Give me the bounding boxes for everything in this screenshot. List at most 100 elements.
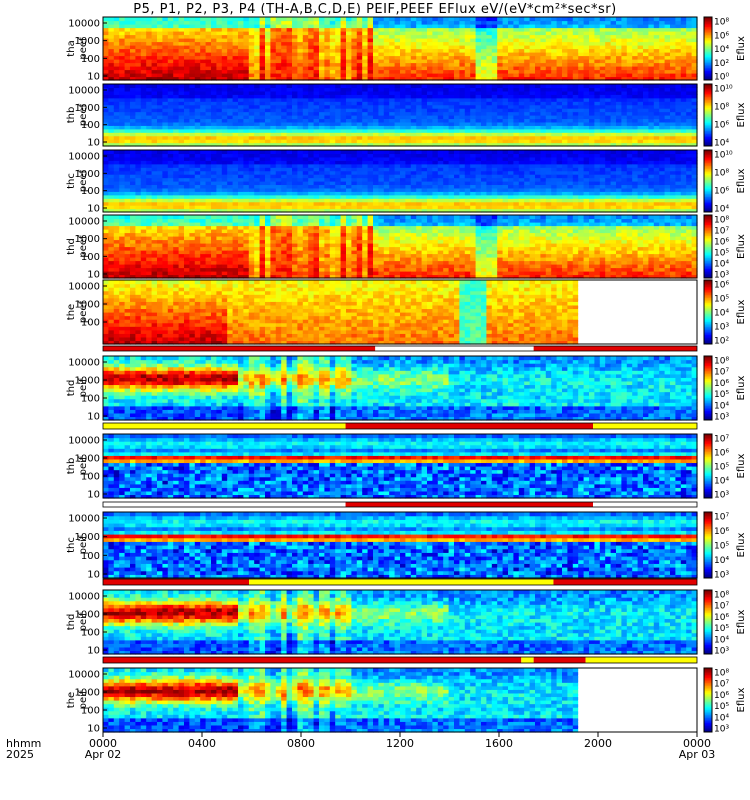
- heatmap-cell: [200, 191, 207, 196]
- heatmap-cell: [367, 108, 374, 113]
- heatmap-cell: [367, 194, 374, 199]
- heatmap-cell: [540, 115, 547, 120]
- heatmap-cell: [200, 132, 207, 137]
- heatmap-cell: [340, 132, 347, 137]
- heatmap-cell: [340, 104, 347, 109]
- heatmap-cell: [221, 118, 228, 123]
- heatmap-cell: [238, 31, 244, 36]
- heatmap-cell: [448, 118, 455, 123]
- heatmap-cell: [189, 184, 196, 189]
- heatmap-cell: [648, 55, 655, 60]
- heatmap-cell: [108, 177, 115, 182]
- heatmap-cell: [146, 69, 153, 74]
- heatmap-cell: [410, 62, 417, 67]
- heatmap-cell: [108, 201, 115, 206]
- heatmap-cell: [362, 163, 369, 168]
- heatmap-cell: [140, 184, 147, 189]
- heatmap-cell: [367, 156, 374, 161]
- heatmap-cell: [151, 27, 158, 32]
- heatmap-cell: [103, 55, 109, 60]
- heatmap-cell: [583, 31, 590, 36]
- heatmap-cell: [470, 135, 477, 140]
- heatmap-cell: [513, 87, 520, 92]
- heatmap-cell: [146, 135, 153, 140]
- heatmap-cell: [194, 132, 201, 137]
- heatmap-cell: [340, 62, 347, 67]
- heatmap-cell: [286, 24, 293, 29]
- heatmap-cell: [259, 69, 266, 74]
- heatmap-cell: [173, 150, 180, 155]
- heatmap-cell: [378, 205, 385, 210]
- heatmap-cell: [205, 20, 212, 25]
- heatmap-cell: [680, 139, 687, 144]
- heatmap-cell: [556, 34, 563, 39]
- heatmap-cell: [103, 132, 109, 137]
- heatmap-cell: [232, 205, 239, 210]
- heatmap-cell: [221, 194, 228, 199]
- heatmap-cell: [643, 84, 649, 89]
- heatmap-cell: [475, 27, 482, 32]
- heatmap-cell: [362, 194, 369, 199]
- heatmap-cell: [227, 125, 234, 130]
- heatmap-cell: [243, 55, 250, 60]
- heatmap-cell: [535, 87, 541, 92]
- heatmap-cell: [535, 48, 541, 53]
- heatmap-cell: [529, 62, 536, 67]
- heatmap-cell: [324, 84, 331, 89]
- heatmap-cell: [610, 66, 617, 71]
- heatmap-cell: [664, 38, 671, 43]
- heatmap-cell: [157, 205, 163, 210]
- heatmap-cell: [329, 139, 336, 144]
- heatmap-cell: [113, 205, 120, 210]
- heatmap-cell: [292, 128, 298, 133]
- heatmap-cell: [367, 139, 374, 144]
- colorbar-cell: [704, 34, 712, 37]
- heatmap-cell: [270, 128, 277, 133]
- heatmap-cell: [448, 59, 455, 64]
- heatmap-cell: [221, 41, 228, 46]
- heatmap-cell: [659, 52, 666, 57]
- heatmap-cell: [545, 31, 552, 36]
- heatmap-cell: [427, 24, 433, 29]
- heatmap-cell: [313, 135, 320, 140]
- heatmap-cell: [103, 17, 109, 22]
- heatmap-cell: [432, 31, 439, 36]
- heatmap-cell: [248, 160, 255, 165]
- heatmap-cell: [346, 101, 352, 106]
- heatmap-cell: [454, 132, 460, 137]
- heatmap-cell: [108, 94, 115, 99]
- heatmap-cell: [686, 104, 693, 109]
- heatmap-cell: [167, 181, 174, 186]
- heatmap-cell: [103, 160, 109, 165]
- heatmap-cell: [670, 94, 676, 99]
- heatmap-cell: [367, 128, 374, 133]
- heatmap-cell: [265, 121, 271, 126]
- heatmap-cell: [605, 108, 612, 113]
- heatmap-cell: [540, 24, 547, 29]
- heatmap-cell: [335, 198, 342, 203]
- heatmap-cell: [205, 128, 212, 133]
- heatmap-cell: [124, 48, 131, 53]
- heatmap-cell: [351, 45, 358, 50]
- heatmap-cell: [194, 87, 201, 92]
- heatmap-cell: [691, 121, 698, 126]
- heatmap-cell: [589, 139, 595, 144]
- heatmap-cell: [524, 111, 531, 116]
- heatmap-cell: [464, 97, 471, 102]
- colorbar-cell: [704, 85, 712, 88]
- heatmap-cell: [373, 76, 379, 81]
- heatmap-cell: [297, 84, 304, 89]
- heatmap-cell: [432, 38, 439, 43]
- heatmap-cell: [513, 38, 520, 43]
- heatmap-cell: [178, 115, 185, 120]
- heatmap-cell: [551, 66, 558, 71]
- heatmap-cell: [599, 135, 606, 140]
- heatmap-cell: [583, 121, 590, 126]
- heatmap-cell: [691, 128, 698, 133]
- heatmap-cell: [270, 73, 277, 78]
- heatmap-cell: [448, 69, 455, 74]
- heatmap-cell: [130, 69, 136, 74]
- heatmap-cell: [340, 187, 347, 192]
- heatmap-cell: [205, 187, 212, 192]
- heatmap-cell: [502, 17, 509, 22]
